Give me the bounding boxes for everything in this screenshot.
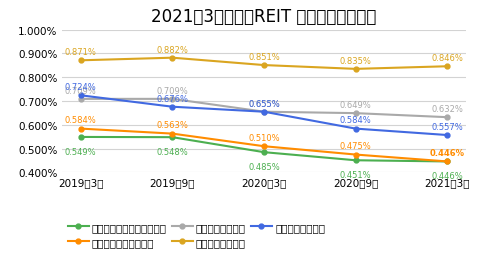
森トラスト総合リート [261, 145, 267, 148]
グローバル・ワン [169, 98, 175, 101]
ジャパンリアルエステイト [169, 136, 175, 139]
大和証券リビング [169, 106, 175, 109]
大和証券リビング [353, 128, 359, 131]
ジャパンリアルエステイト [353, 159, 359, 162]
Text: 0.584%: 0.584% [340, 116, 372, 125]
Text: 0.549%: 0.549% [65, 147, 96, 156]
Text: 0.846%: 0.846% [432, 54, 463, 63]
Text: 0.557%: 0.557% [432, 122, 463, 131]
Line: 森トラスト総合リート: 森トラスト総合リート [78, 127, 450, 164]
Text: 0.871%: 0.871% [65, 48, 96, 57]
Text: 0.724%: 0.724% [65, 83, 96, 92]
ケネディクス商業 [353, 68, 359, 71]
Text: 0.548%: 0.548% [156, 147, 188, 156]
Text: 0.475%: 0.475% [340, 142, 372, 151]
Text: 0.709%: 0.709% [65, 86, 96, 95]
グローバル・ワン [353, 112, 359, 115]
Line: グローバル・ワン: グローバル・ワン [78, 97, 450, 120]
Text: 0.882%: 0.882% [156, 45, 188, 54]
Text: 0.649%: 0.649% [340, 101, 372, 109]
ケネディクス商業 [261, 64, 267, 67]
グローバル・ワン [261, 111, 267, 114]
Text: 0.584%: 0.584% [65, 116, 96, 125]
ジャパンリアルエステイト [444, 160, 450, 163]
ケネディクス商業 [169, 57, 175, 60]
Text: 0.835%: 0.835% [340, 56, 372, 66]
Line: ジャパンリアルエステイト: ジャパンリアルエステイト [78, 135, 450, 164]
Text: 0.655%: 0.655% [248, 99, 280, 108]
Text: 0.510%: 0.510% [248, 134, 280, 142]
Text: 0.451%: 0.451% [340, 170, 372, 179]
森トラスト総合リート [444, 160, 450, 163]
Text: 0.446%: 0.446% [432, 171, 463, 180]
Title: 2021年3月期決算REIT 有利子負債利子率: 2021年3月期決算REIT 有利子負債利子率 [151, 8, 377, 26]
ケネディクス商業 [444, 66, 450, 69]
Text: 0.709%: 0.709% [156, 86, 188, 95]
Text: 0.632%: 0.632% [432, 105, 463, 114]
森トラスト総合リート [78, 128, 84, 131]
Line: 大和証券リビング: 大和証券リビング [78, 93, 450, 138]
ケネディクス商業 [78, 59, 84, 62]
Text: 0.485%: 0.485% [248, 162, 280, 171]
Text: 0.676%: 0.676% [156, 94, 188, 103]
大和証券リビング [78, 94, 84, 98]
Text: 0.563%: 0.563% [156, 121, 188, 130]
Legend: ジャパンリアルエステイト, 森トラスト総合リート, グローバル・ワン, ケネディクス商業, 大和証券リビング: ジャパンリアルエステイト, 森トラスト総合リート, グローバル・ワン, ケネディ… [63, 218, 329, 251]
大和証券リビング [444, 134, 450, 137]
ジャパンリアルエステイト [261, 151, 267, 154]
Text: 0.446%: 0.446% [430, 149, 465, 158]
グローバル・ワン [444, 116, 450, 119]
グローバル・ワン [78, 98, 84, 101]
森トラスト総合リート [353, 153, 359, 156]
大和証券リビング [261, 111, 267, 114]
Line: ケネディクス商業: ケネディクス商業 [78, 56, 450, 72]
森トラスト総合リート [169, 133, 175, 136]
Text: 0.851%: 0.851% [248, 53, 280, 62]
Text: 0.655%: 0.655% [248, 99, 280, 108]
ジャパンリアルエステイト [78, 136, 84, 139]
